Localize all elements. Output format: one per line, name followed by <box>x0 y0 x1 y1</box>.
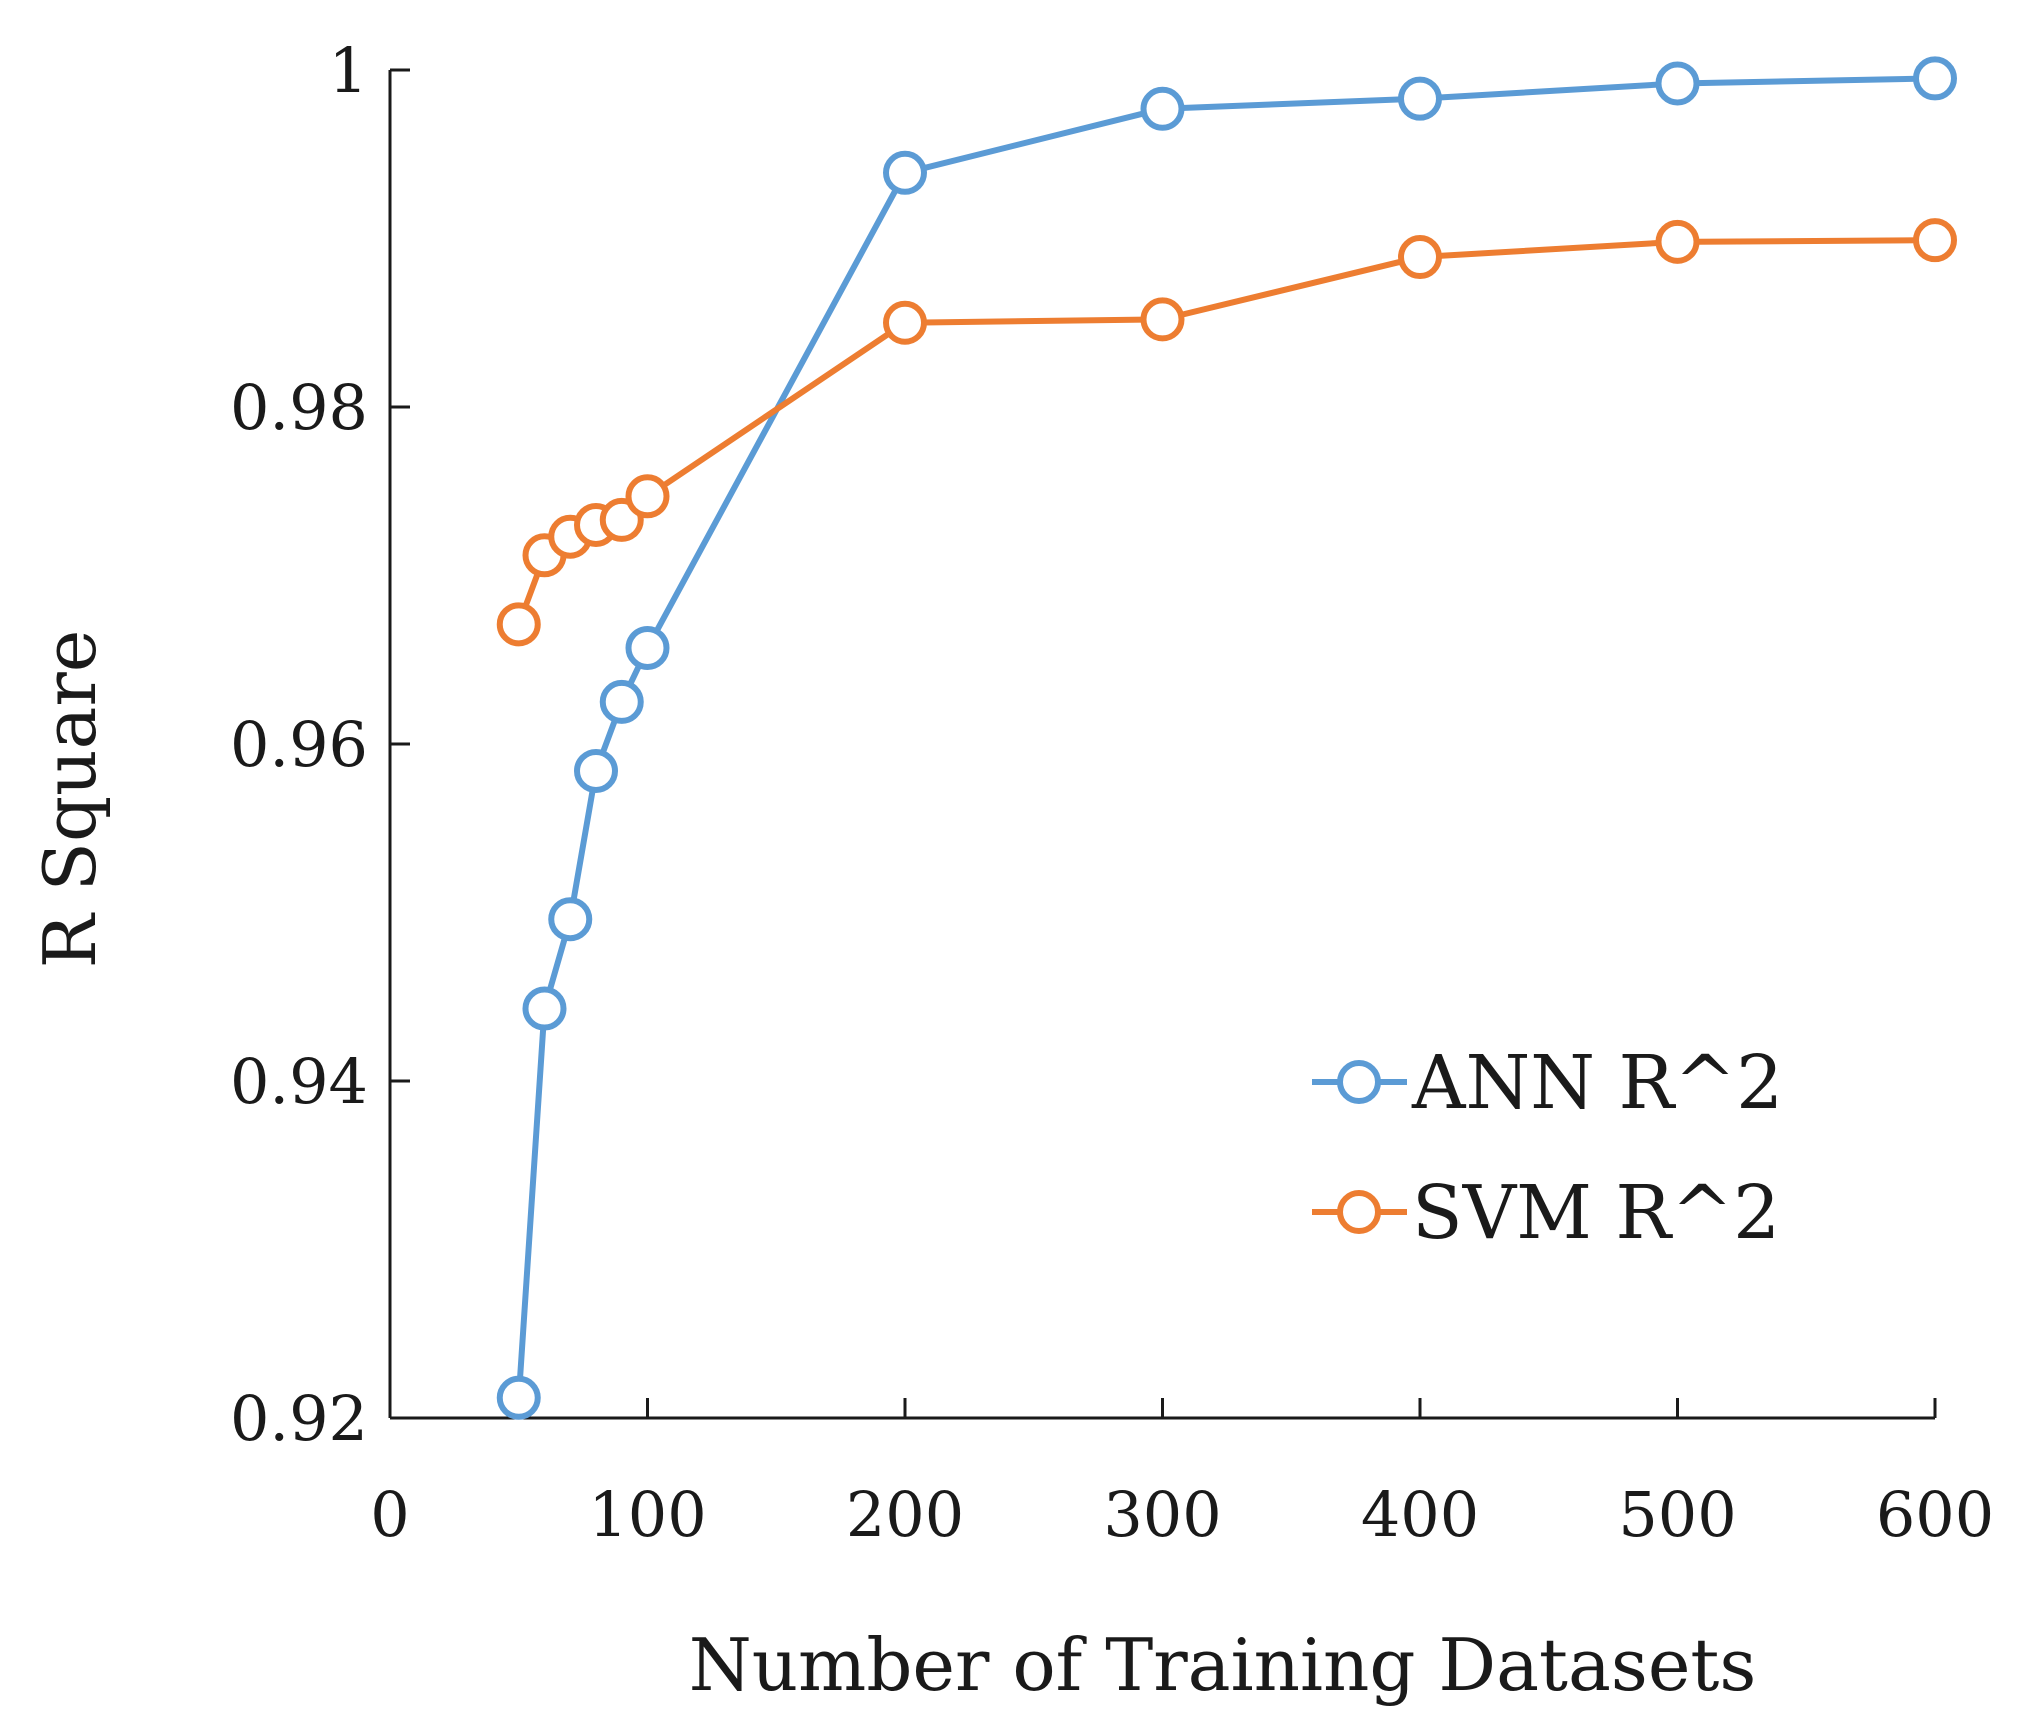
x-tick-label: 600 <box>1876 1478 1994 1551</box>
legend-item: SVM R^2 <box>1312 1170 1780 1256</box>
data-point <box>522 986 567 1031</box>
legend-marker <box>1337 1060 1381 1104</box>
y-tick-label: 1 <box>329 34 368 107</box>
series-0 <box>496 56 1957 1420</box>
data-point <box>1655 61 1700 106</box>
legend: ANN R^2 SVM R^2 <box>1312 1040 1783 1256</box>
x-tick-label: 200 <box>846 1478 964 1551</box>
data-point <box>1140 297 1185 342</box>
data-point <box>883 150 927 195</box>
data-point <box>574 748 618 793</box>
series-line <box>515 237 1936 626</box>
y-tick-label: 0.98 <box>230 371 368 444</box>
y-axis-title: R Square <box>28 630 112 969</box>
x-tick-label: 100 <box>588 1478 706 1551</box>
data-point <box>1913 218 1957 263</box>
legend-marker <box>1337 1190 1381 1234</box>
plot-area: 0 100 200 300 400 500 600 0.92 0.94 0.96 0.98 1 <box>230 34 1994 1551</box>
data-point <box>625 474 670 519</box>
x-axis: 0 100 200 300 400 500 600 <box>370 1398 1994 1551</box>
series-layer <box>496 56 1957 1420</box>
x-tick-label: 0 <box>370 1478 409 1551</box>
x-tick-label: 500 <box>1618 1478 1736 1551</box>
data-point <box>1398 235 1442 280</box>
data-point <box>883 300 927 345</box>
data-point <box>1913 56 1957 101</box>
x-tick-label: 400 <box>1361 1478 1479 1551</box>
legend-label: SVM R^2 <box>1412 1170 1780 1256</box>
y-tick-label: 0.96 <box>230 708 368 781</box>
data-point <box>496 602 541 647</box>
legend-item: ANN R^2 <box>1312 1040 1783 1126</box>
data-point <box>625 625 670 670</box>
data-point <box>1140 86 1185 131</box>
y-axis: 0.92 0.94 0.96 0.98 1 <box>230 34 410 1455</box>
data-point <box>1398 76 1442 121</box>
y-tick-label: 0.94 <box>230 1045 368 1118</box>
data-point <box>1655 219 1700 264</box>
y-tick-label: 0.92 <box>230 1382 368 1455</box>
data-point <box>548 897 593 942</box>
data-point <box>599 679 644 724</box>
series-1 <box>496 218 1957 647</box>
legend-label: ANN R^2 <box>1411 1040 1783 1126</box>
x-tick-label: 300 <box>1103 1478 1221 1551</box>
data-point <box>496 1375 541 1420</box>
x-axis-title: Number of Training Datasets <box>689 1623 1757 1707</box>
